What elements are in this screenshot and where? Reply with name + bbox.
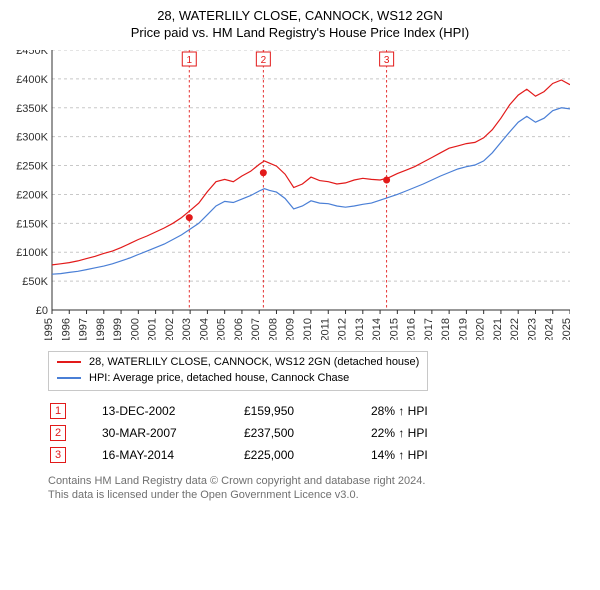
svg-text:£100K: £100K	[16, 247, 48, 259]
svg-text:2017: 2017	[423, 318, 435, 340]
svg-text:2020: 2020	[475, 318, 487, 340]
svg-text:2009: 2009	[285, 318, 297, 340]
svg-text:2023: 2023	[526, 318, 538, 340]
svg-text:£150K: £150K	[16, 218, 48, 230]
svg-text:2005: 2005	[216, 318, 228, 340]
svg-text:1: 1	[186, 55, 192, 66]
svg-text:2022: 2022	[509, 318, 521, 340]
tx-number-box: 1	[50, 403, 66, 419]
svg-text:2003: 2003	[181, 318, 193, 340]
transaction-table: 1 13-DEC-2002£159,95028% ↑ HPI 2 30-MAR-200…	[48, 399, 473, 467]
tx-price: £225,000	[244, 445, 369, 465]
tx-price: £159,950	[244, 401, 369, 421]
legend-swatch	[57, 361, 81, 363]
svg-text:2006: 2006	[233, 318, 245, 340]
svg-text:£250K: £250K	[16, 161, 48, 173]
svg-text:1999: 1999	[112, 318, 124, 340]
svg-text:1997: 1997	[78, 318, 90, 340]
svg-text:2011: 2011	[319, 318, 331, 340]
svg-text:2012: 2012	[337, 318, 349, 340]
chart-svg: £0 £50K £100K £150K £200K £250K £300K £350K £400…	[10, 50, 570, 340]
legend: 28, WATERLILY CLOSE, CANNOCK, WS12 2GN (…	[48, 351, 428, 391]
svg-text:2007: 2007	[250, 318, 262, 340]
svg-text:1996: 1996	[60, 318, 72, 340]
legend-swatch	[57, 377, 81, 379]
svg-text:£200K: £200K	[16, 189, 48, 201]
svg-text:2024: 2024	[544, 318, 556, 340]
svg-text:£300K: £300K	[16, 132, 48, 144]
svg-text:2021: 2021	[492, 318, 504, 340]
svg-text:2004: 2004	[198, 318, 210, 340]
tx-number-box: 3	[50, 447, 66, 463]
svg-text:3: 3	[384, 55, 390, 66]
legend-item: HPI: Average price, detached house, Cann…	[57, 370, 419, 386]
svg-text:2002: 2002	[164, 318, 176, 340]
svg-text:2019: 2019	[457, 318, 469, 340]
svg-text:2000: 2000	[129, 318, 141, 340]
footnote-line2: This data is licensed under the Open Gov…	[48, 489, 590, 503]
svg-text:£350K: £350K	[16, 103, 48, 115]
svg-text:2008: 2008	[267, 318, 279, 340]
svg-text:2018: 2018	[440, 318, 452, 340]
tx-price: £237,500	[244, 423, 369, 443]
svg-text:2010: 2010	[302, 318, 314, 340]
svg-text:£400K: £400K	[16, 74, 48, 86]
title-line2: Price paid vs. HM Land Registry's House …	[10, 25, 590, 40]
svg-text:2001: 2001	[147, 318, 159, 340]
footnote-line1: Contains HM Land Registry data © Crown c…	[48, 475, 590, 489]
tx-date: 16-MAY-2014	[102, 445, 242, 465]
svg-text:2025: 2025	[561, 318, 570, 340]
legend-label: 28, WATERLILY CLOSE, CANNOCK, WS12 2GN (…	[89, 356, 419, 368]
title-line1: 28, WATERLILY CLOSE, CANNOCK, WS12 2GN	[10, 8, 590, 23]
price-chart: £0 £50K £100K £150K £200K £250K £300K £350K £400…	[10, 50, 590, 345]
svg-text:1998: 1998	[95, 318, 107, 340]
tx-date: 13-DEC-2002	[102, 401, 242, 421]
svg-text:1995: 1995	[43, 318, 55, 340]
table-row: 1 13-DEC-2002£159,95028% ↑ HPI	[50, 401, 471, 421]
table-row: 3 16-MAY-2014£225,00014% ↑ HPI	[50, 445, 471, 465]
svg-text:2015: 2015	[388, 318, 400, 340]
svg-text:£50K: £50K	[22, 276, 48, 288]
svg-text:2016: 2016	[406, 318, 418, 340]
tx-pct: 28% ↑ HPI	[371, 401, 471, 421]
svg-text:2013: 2013	[354, 318, 366, 340]
legend-label: HPI: Average price, detached house, Cann…	[89, 372, 349, 384]
table-row: 2 30-MAR-2007£237,50022% ↑ HPI	[50, 423, 471, 443]
tx-pct: 14% ↑ HPI	[371, 445, 471, 465]
tx-date: 30-MAR-2007	[102, 423, 242, 443]
svg-text:£0: £0	[36, 305, 48, 317]
svg-text:£450K: £450K	[16, 50, 48, 57]
svg-text:2014: 2014	[371, 318, 383, 340]
svg-text:2: 2	[261, 55, 267, 66]
tx-number-box: 2	[50, 425, 66, 441]
legend-item: 28, WATERLILY CLOSE, CANNOCK, WS12 2GN (…	[57, 354, 419, 370]
tx-pct: 22% ↑ HPI	[371, 423, 471, 443]
footnote: Contains HM Land Registry data © Crown c…	[48, 475, 590, 503]
